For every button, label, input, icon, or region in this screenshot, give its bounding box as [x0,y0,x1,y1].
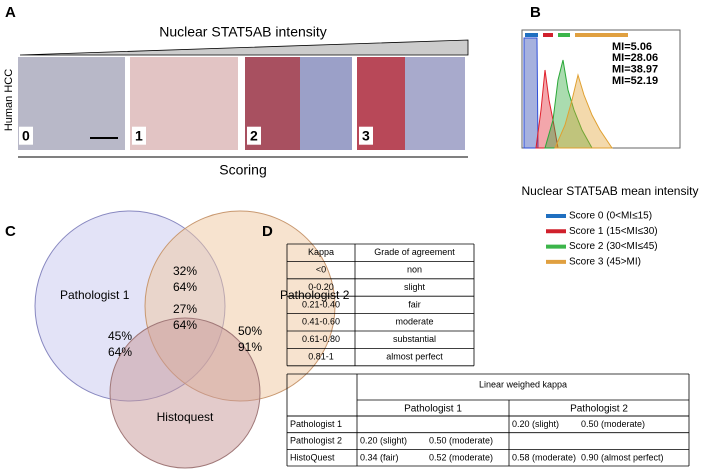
table-cell: almost perfect [386,351,443,361]
overlap-value: 45% [108,329,132,343]
table-cell: 0.90 (almost perfect) [581,452,664,462]
overlap-value: 50% [238,324,262,338]
overlap-value: 32% [173,264,197,278]
mi-label: MI=38.97 [612,64,658,76]
hist-shape [554,73,613,149]
tissue-image [405,57,465,150]
table-cell: moderate [395,317,433,327]
table-title: Linear weighed kappa [479,379,567,389]
tissue-image [130,57,238,150]
panel-letter: D [262,223,273,240]
set-label: Pathologist 1 [60,288,130,302]
mi-label: MI=52.19 [612,75,658,87]
table-cell: fair [408,299,421,309]
table-header: Pathologist 1 [404,404,462,415]
panel-letter: A [5,4,16,21]
axis-label: Nuclear STAT5AB mean intensity [522,184,699,198]
histogram [521,29,681,149]
table-header: Kappa [308,247,334,257]
table-cell: 0.41-0.60 [302,317,340,327]
legend-entry: Score 3 (45>MI) [569,257,641,268]
table-header: Grade of agreement [374,247,455,257]
hist-shape [523,37,539,149]
legend-entry: Score 0 (0<MI≤15) [569,211,652,222]
tissue-images [18,57,465,150]
table-cell: substantial [393,334,436,344]
venn [34,210,336,469]
legend-entry: Score 1 (15<MI≤30) [569,226,658,237]
table-cell: 0.34 (fair) [360,452,399,462]
overlap-value: 64% [173,318,197,332]
overlap-value: 91% [238,340,262,354]
panel-letter: B [530,4,541,21]
legend-entry: Score 2 (30<MI≤45) [569,241,658,252]
plot-frame [521,29,681,149]
tissue-image [18,57,125,150]
table-cell: 0.50 (moderate) [429,436,493,446]
table-cell: 0.50 (moderate) [581,419,645,429]
tissue-image [300,57,352,150]
row-header: Pathologist 2 [290,436,342,446]
table-cell: 0.52 (moderate) [429,452,493,462]
axis-label: Scoring [219,162,266,178]
image-label: 0 [22,128,30,144]
row-header: Pathologist 1 [290,419,342,429]
image-label: 2 [250,128,258,144]
table-cell: non [407,264,422,274]
overlap-value: 27% [173,302,197,316]
table-cell: 0.61-0.80 [302,334,340,344]
label-box [132,126,146,145]
table-cell: 0.21-0.40 [302,299,340,309]
set-label: Histoquest [157,410,214,424]
set-label: Pathologist 2 [280,288,350,302]
label-box [19,126,33,145]
image-label: 3 [362,128,370,144]
side-label: Human HCC [3,69,15,131]
table-header: Pathologist 2 [570,404,628,415]
label-box [359,126,373,145]
table-cell: 0.20 (slight) [512,419,559,429]
image-label: 1 [135,128,143,144]
label-box [247,126,261,145]
overlap-value: 64% [108,345,132,359]
table-cell: <0 [316,264,326,274]
venn-circle [109,317,261,469]
table-cell: 0.20 (slight) [360,436,407,446]
panel-title: Nuclear STAT5AB intensity [159,24,327,40]
mi-label: MI=5.06 [612,41,652,53]
table-cell: 0.81-1 [308,351,334,361]
hist-shape [544,59,593,149]
table-cell: slight [404,282,426,292]
table-cell: 0-0.20 [308,282,334,292]
intensity-wedge [19,39,469,56]
overlap-value: 64% [173,280,197,294]
panel-letter: C [5,223,16,240]
row-header: HistoQuest [290,452,335,462]
table-cell: 0.58 (moderate) [512,452,576,462]
mi-label: MI=28.06 [612,52,658,64]
